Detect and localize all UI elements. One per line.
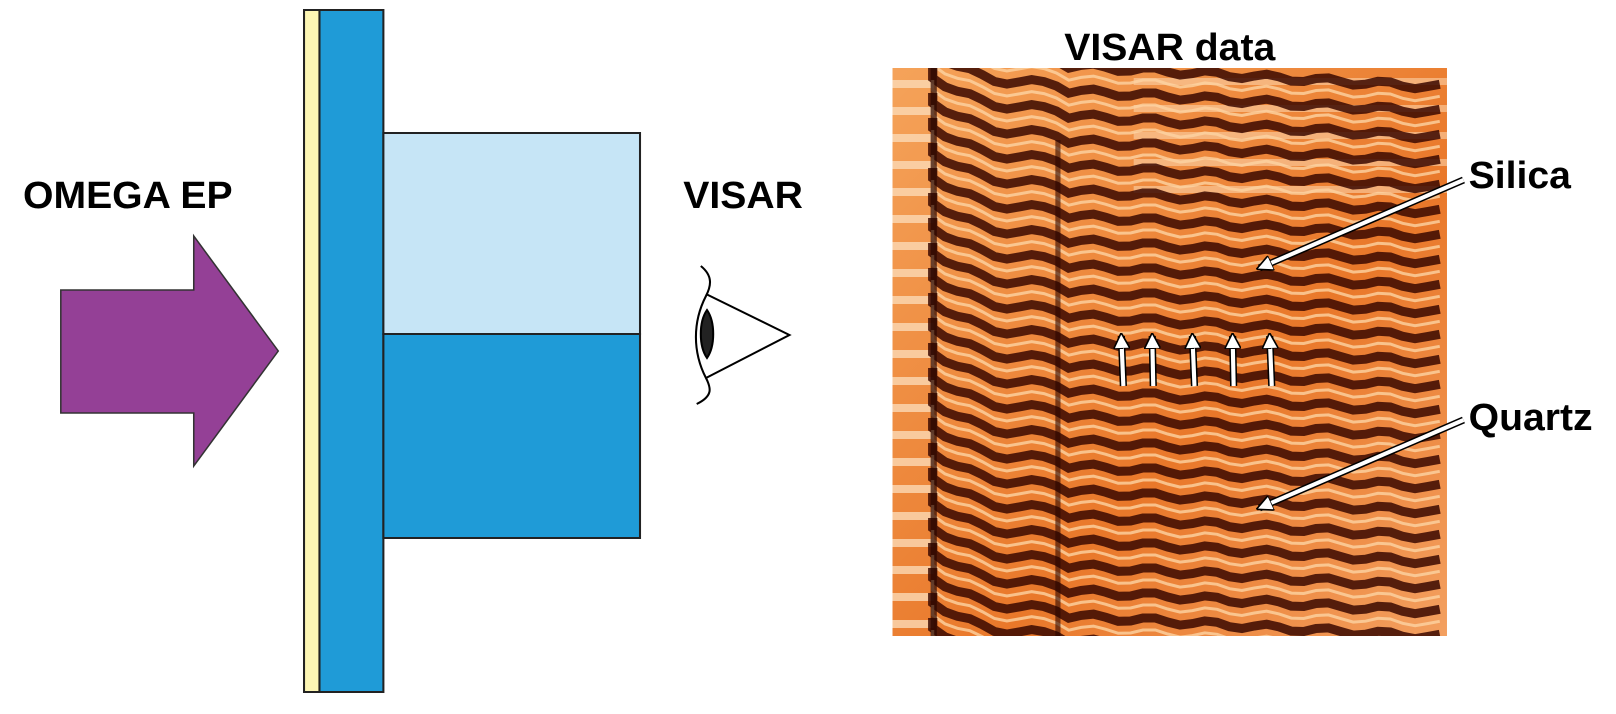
fringe bbox=[933, 643, 1440, 714]
streak bbox=[893, 242, 934, 250]
page: {"laser_label": "OMEGA EP", "diagnostic_… bbox=[0, 0, 1616, 714]
arrow bbox=[1270, 336, 1272, 386]
fringe-light bbox=[933, 655, 1440, 714]
quartz-label: Quartz bbox=[1469, 397, 1593, 439]
streak bbox=[893, 404, 934, 412]
streak bbox=[893, 431, 934, 439]
silica-sample bbox=[383, 133, 640, 334]
streak bbox=[893, 377, 934, 385]
streak bbox=[893, 593, 934, 601]
arrow bbox=[1233, 336, 1234, 386]
diagram: OMEGA EP VISAR VISAR data Silica Quartz bbox=[0, 0, 1616, 714]
ablator-layer bbox=[304, 10, 319, 692]
eye-icon bbox=[696, 266, 790, 404]
silica-label: Silica bbox=[1469, 155, 1572, 197]
streak bbox=[893, 80, 934, 88]
laser-arrow bbox=[61, 236, 278, 466]
streak bbox=[893, 485, 934, 493]
streak bbox=[893, 188, 934, 196]
streak bbox=[893, 458, 934, 466]
streak bbox=[893, 296, 934, 304]
streak bbox=[893, 512, 934, 520]
data-title: VISAR data bbox=[1064, 27, 1276, 69]
shock-edge bbox=[1055, 140, 1060, 636]
streak bbox=[893, 620, 934, 628]
arrow bbox=[1121, 336, 1123, 386]
shock-edge bbox=[931, 68, 937, 636]
streak bbox=[893, 350, 934, 358]
laser-label: OMEGA EP bbox=[23, 175, 233, 217]
streak bbox=[893, 161, 934, 169]
streak bbox=[893, 566, 934, 574]
streak bbox=[893, 269, 934, 277]
arrow bbox=[1192, 336, 1194, 386]
streak bbox=[893, 134, 934, 142]
quartz-sample bbox=[383, 334, 640, 538]
streak bbox=[893, 323, 934, 331]
pusher-layer bbox=[319, 10, 383, 692]
visar-image bbox=[893, 18, 1447, 714]
streak bbox=[893, 539, 934, 547]
streak bbox=[893, 215, 934, 223]
visar-label: VISAR bbox=[683, 175, 803, 217]
streak bbox=[893, 107, 934, 115]
arrow bbox=[1152, 336, 1153, 386]
fringe-light bbox=[933, 630, 1440, 701]
